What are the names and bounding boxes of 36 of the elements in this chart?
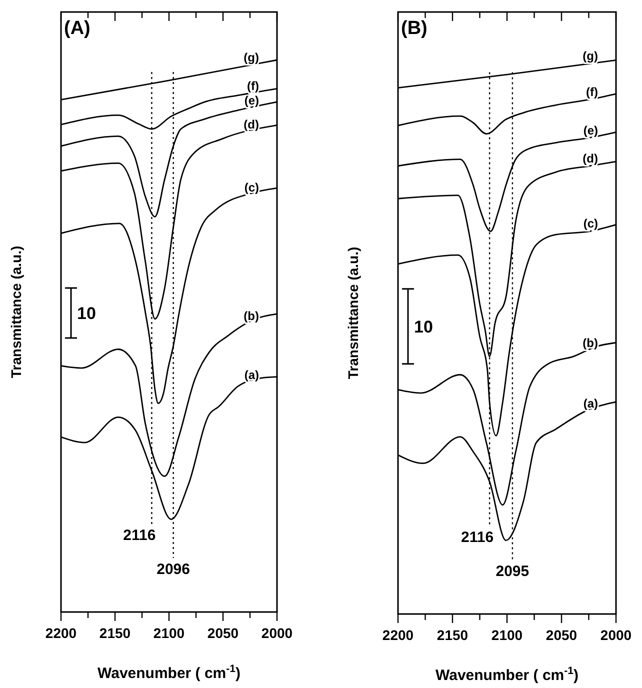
series-label: (g) [582, 49, 598, 64]
series-label: (c) [583, 216, 598, 231]
series-label: (c) [244, 180, 259, 194]
series-label: (a) [244, 368, 259, 382]
ref-line-label: 2116 [123, 527, 156, 544]
ref-line-label: 2095 [496, 562, 530, 580]
x-tick-label: 2150 [99, 625, 131, 641]
annotation: 10 [414, 317, 433, 336]
x-axis-title: Wavenumber ( cm$^{-1}$) [436, 665, 578, 684]
x-tick-label: 2200 [382, 627, 414, 643]
x-tick-label: 2050 [546, 627, 578, 643]
y-axis-title: Transmittance (a.u.) [8, 246, 24, 378]
series-label: (g) [244, 50, 259, 65]
y-axis-title: Transmittance (a.u.) [345, 246, 361, 380]
x-tick-label: 2150 [436, 627, 468, 643]
series-label: (a) [583, 396, 598, 410]
series-label: (d) [582, 152, 598, 166]
x-tick-label: 2000 [261, 625, 293, 641]
series-label: (e) [244, 93, 259, 108]
series-label: (d) [244, 118, 259, 132]
x-axis-title: Wavenumber ( cm$^{-1}$) [98, 663, 240, 682]
series-label: (f) [586, 85, 598, 100]
x-tick-label: 2000 [600, 627, 632, 643]
x-tick-label: 2100 [153, 625, 185, 641]
ref-line-label: 2116 [461, 528, 494, 546]
annotation: 10 [77, 304, 96, 323]
chart-title: (A) [64, 18, 90, 39]
ref-line-label: 2096 [156, 561, 190, 578]
series-label: (f) [247, 78, 259, 93]
series-label: (b) [582, 336, 598, 350]
x-tick-label: 2200 [45, 625, 77, 641]
series-label: (b) [244, 309, 259, 324]
x-tick-label: 2100 [491, 627, 523, 643]
chart-title: (B) [401, 18, 428, 39]
x-tick-label: 2050 [207, 625, 239, 641]
series-label: (e) [583, 123, 598, 138]
